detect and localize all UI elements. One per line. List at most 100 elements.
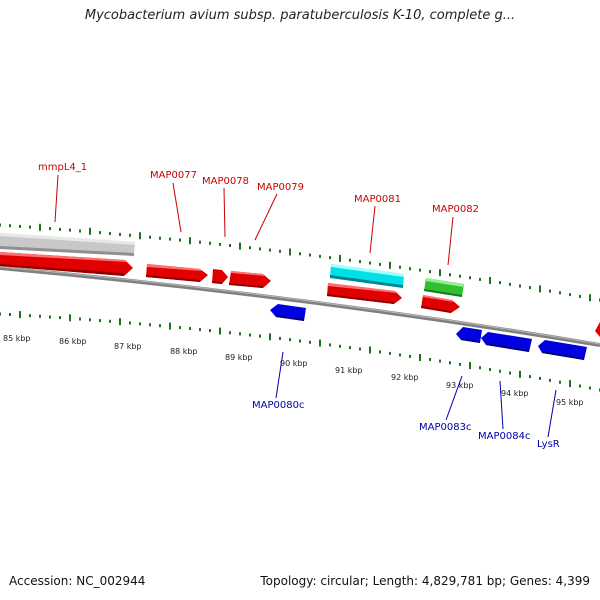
minor-tick [209, 329, 211, 333]
minor-tick [529, 375, 531, 379]
minor-tick [199, 240, 201, 244]
minor-tick [519, 284, 521, 288]
minor-tick [279, 249, 281, 253]
minor-tick [549, 378, 551, 382]
gene-label-map0077: MAP0077 [150, 170, 197, 181]
minor-tick [569, 293, 571, 297]
minor-tick [79, 229, 81, 233]
forward-label-leaders [54, 174, 454, 266]
genome-summary-text: Topology: circular; Length: 4,829,781 bp… [260, 574, 590, 588]
minor-tick [389, 351, 391, 355]
gene-label-map0082: MAP0082 [432, 204, 479, 215]
minor-tick [59, 316, 61, 320]
rrna-feature-cyan[interactable] [330, 264, 404, 288]
kbp-label: 91 kbp [335, 366, 363, 375]
minor-tick [149, 235, 151, 239]
major-tick [139, 232, 141, 240]
minor-tick [99, 319, 101, 323]
minor-tick [309, 340, 311, 344]
gene-map0080c-arrow[interactable] [270, 304, 306, 321]
gene-map0084c-arrow[interactable] [481, 332, 532, 352]
minor-tick [429, 270, 431, 274]
minor-tick [259, 334, 261, 338]
minor-tick [359, 347, 361, 351]
minor-tick [409, 267, 411, 271]
minor-tick [399, 353, 401, 357]
minor-tick [79, 317, 81, 321]
minor-tick [39, 314, 41, 318]
major-tick [389, 261, 391, 269]
gene-label-map0079: MAP0079 [257, 182, 304, 193]
minor-tick [129, 233, 131, 237]
minor-tick [329, 343, 331, 347]
gene-edge-arrow[interactable] [595, 322, 600, 337]
minor-tick [469, 276, 471, 280]
minor-tick [379, 262, 381, 266]
inner-tick-ring [0, 311, 600, 392]
major-tick [589, 294, 591, 302]
genome-backbone [0, 266, 600, 347]
minor-tick [379, 350, 381, 354]
minor-tick [489, 368, 491, 371]
major-tick [319, 339, 321, 347]
minor-tick [509, 371, 511, 375]
minor-tick [209, 241, 211, 245]
major-tick [39, 223, 41, 231]
minor-tick [139, 322, 141, 326]
minor-tick [279, 337, 281, 340]
gene-label-map0083c: MAP0083c [419, 422, 471, 433]
minor-tick [419, 268, 421, 272]
minor-tick [579, 294, 581, 298]
minor-tick [539, 376, 541, 380]
minor-tick [549, 289, 551, 293]
major-tick [539, 285, 541, 293]
minor-tick [399, 265, 401, 269]
gene-map0078-arrow[interactable] [212, 269, 228, 284]
pseudogene-feature[interactable] [0, 233, 135, 256]
major-tick [239, 242, 241, 250]
gene-map0079-arrow[interactable] [229, 271, 271, 288]
major-tick [189, 237, 191, 245]
minor-tick [439, 359, 441, 363]
minor-tick [369, 261, 371, 265]
minor-tick [249, 333, 251, 337]
minor-tick [109, 319, 111, 323]
outer-tick-ring [0, 223, 600, 302]
minor-tick [479, 277, 481, 281]
trna-feature-green[interactable] [424, 278, 464, 297]
gene-mmpL4-1-arrow[interactable] [0, 252, 133, 276]
major-tick [519, 370, 521, 378]
minor-tick [199, 328, 201, 332]
major-tick [419, 354, 421, 361]
minor-tick [499, 281, 501, 285]
minor-tick [269, 248, 271, 252]
minor-tick [459, 362, 461, 366]
kbp-label: 95 kbp [556, 398, 584, 407]
minor-tick [559, 291, 561, 295]
minor-tick [559, 380, 561, 384]
gene-lysr-arrow[interactable] [538, 340, 587, 360]
minor-tick [99, 231, 101, 235]
minor-tick [179, 326, 181, 330]
gene-map0083c-arrow[interactable] [456, 327, 482, 343]
gene-label-mmpl4-1: mmpL4_1 [38, 162, 87, 173]
major-tick [339, 254, 341, 262]
reverse-label-leaders [275, 351, 557, 438]
minor-tick [449, 361, 451, 365]
minor-tick [179, 238, 181, 242]
gene-map0077-arrow[interactable] [146, 264, 208, 282]
major-tick [219, 327, 221, 335]
minor-tick [0, 312, 1, 316]
minor-tick [289, 338, 291, 342]
minor-tick [9, 313, 11, 316]
minor-tick [9, 224, 11, 228]
major-tick [439, 269, 441, 277]
major-tick [289, 248, 291, 256]
gene-map0082-arrow[interactable] [421, 295, 460, 313]
major-tick [469, 362, 471, 370]
minor-tick [299, 252, 301, 256]
minor-tick [129, 321, 131, 325]
gene-map0081-arrow[interactable] [327, 283, 402, 304]
kbp-label: 89 kbp [225, 353, 253, 362]
